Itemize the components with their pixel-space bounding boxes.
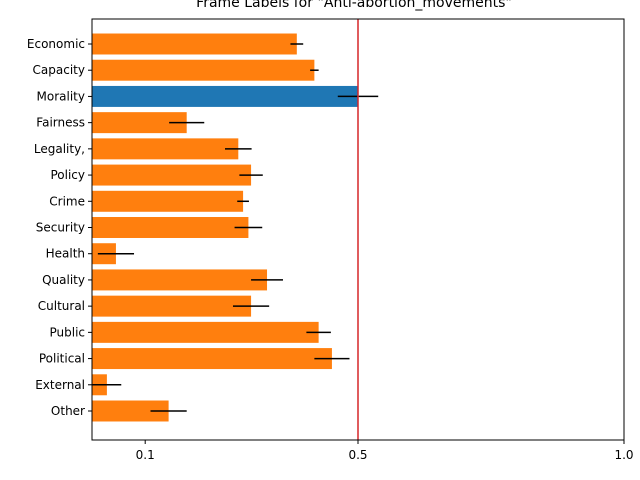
y-tick-label: Cultural — [38, 299, 85, 313]
y-tick-label: Economic — [27, 37, 85, 51]
x-tick-label: 0.5 — [348, 448, 367, 462]
y-tick-label: Public — [49, 325, 85, 339]
y-tick-label: Morality — [37, 89, 85, 103]
y-tick-label: Policy — [50, 168, 85, 182]
x-axis: 0.1 0.5 1.0 — [136, 440, 634, 462]
y-tick-label: Capacity — [33, 63, 85, 77]
bar-capacity — [92, 59, 315, 81]
bar-crime — [92, 190, 244, 212]
bar-other — [92, 400, 169, 422]
bar-cultural — [92, 295, 252, 317]
error-bars-group — [92, 43, 379, 412]
x-tick-label: 1.0 — [614, 448, 633, 462]
y-tick-label: Security — [36, 221, 85, 235]
bar-political — [92, 348, 332, 370]
bar-security — [92, 217, 249, 238]
bar-policy — [92, 164, 252, 186]
y-tick-label: Legality, — [34, 142, 85, 156]
y-tick-label: Crime — [49, 194, 85, 208]
bar-public — [92, 321, 319, 343]
y-tick-label: Fairness — [36, 116, 85, 130]
x-tick-label: 0.1 — [136, 448, 155, 462]
bar-legality — [92, 138, 239, 160]
y-tick-label: Quality — [42, 273, 85, 287]
bar-fairness — [92, 112, 187, 134]
y-tick-label: Political — [39, 352, 85, 366]
bar-quality — [92, 269, 268, 291]
y-tick-label: Other — [51, 404, 85, 418]
chart-title: Frame Labels for "Anti-abortion_movement… — [196, 0, 512, 11]
bar-morality — [92, 85, 358, 107]
bars-group — [92, 33, 358, 422]
y-tick-label: External — [35, 378, 85, 392]
bar-economic — [92, 33, 297, 55]
y-tick-label: Health — [46, 247, 85, 261]
y-axis: Economic Capacity Morality Fairness Legality… — [27, 37, 92, 418]
